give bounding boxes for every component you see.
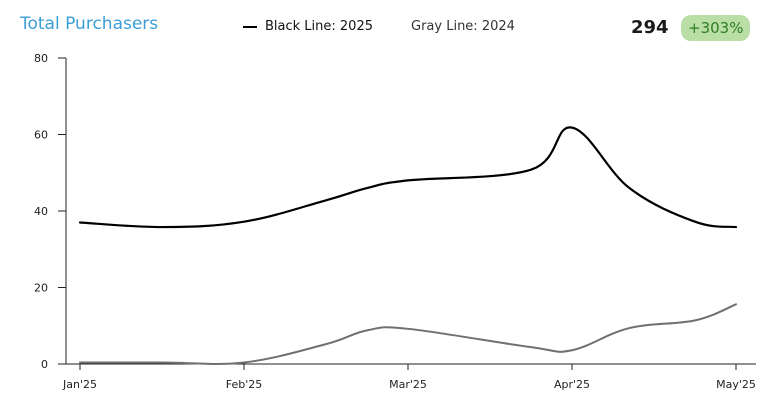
- x-tick-label-1: Feb'25: [226, 378, 263, 391]
- total-value: 294: [631, 17, 669, 38]
- x-tick-label-2: Mar'25: [389, 378, 427, 391]
- series-line-2025: [78, 126, 738, 229]
- x-tick-label-3: Apr'25: [554, 378, 590, 391]
- chart-header: Total Purchasers Black Line: 2025 Gray L…: [0, 0, 775, 52]
- y-tick-label-80: 80: [34, 52, 48, 65]
- legend-item-2024: Gray Line: 2024: [411, 19, 515, 34]
- x-tick-label-4: May'25: [716, 378, 756, 391]
- chart-title: Total Purchasers: [20, 14, 159, 34]
- change-badge: +303%: [681, 15, 751, 41]
- legend-item-2025: Black Line: 2025: [243, 19, 373, 34]
- y-tick-label-20: 20: [34, 282, 48, 295]
- y-tick-label-0: 0: [41, 358, 48, 371]
- legend-swatch-black: [243, 25, 257, 28]
- legend-label-2024: Gray Line: 2024: [411, 19, 515, 34]
- y-tick-label-40: 40: [34, 205, 48, 218]
- x-tick-label-0: Jan'25: [62, 378, 97, 391]
- legend-label-2025: Black Line: 2025: [265, 19, 373, 34]
- y-tick-label-60: 60: [34, 129, 48, 142]
- series-line-2024: [79, 303, 737, 365]
